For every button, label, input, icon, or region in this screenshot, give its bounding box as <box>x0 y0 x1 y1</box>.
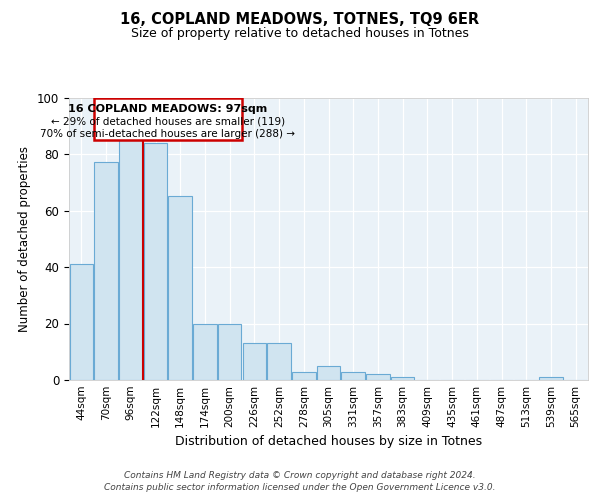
Bar <box>169 196 192 380</box>
Bar <box>218 324 241 380</box>
Text: 16 COPLAND MEADOWS: 97sqm: 16 COPLAND MEADOWS: 97sqm <box>68 104 268 114</box>
Text: 16, COPLAND MEADOWS, TOTNES, TQ9 6ER: 16, COPLAND MEADOWS, TOTNES, TQ9 6ER <box>121 12 479 28</box>
Y-axis label: Number of detached properties: Number of detached properties <box>19 146 31 332</box>
Bar <box>193 324 217 380</box>
Bar <box>366 374 389 380</box>
Text: 70% of semi-detached houses are larger (288) →: 70% of semi-detached houses are larger (… <box>40 129 295 139</box>
Bar <box>341 372 365 380</box>
Bar <box>119 140 143 380</box>
Bar <box>317 366 340 380</box>
Bar <box>144 142 167 380</box>
Bar <box>292 372 316 380</box>
Text: Size of property relative to detached houses in Totnes: Size of property relative to detached ho… <box>131 28 469 40</box>
Bar <box>94 162 118 380</box>
Bar <box>242 344 266 380</box>
Bar <box>70 264 93 380</box>
Bar <box>268 344 291 380</box>
Text: Contains HM Land Registry data © Crown copyright and database right 2024.
Contai: Contains HM Land Registry data © Crown c… <box>104 471 496 492</box>
Bar <box>539 377 563 380</box>
Bar <box>94 98 242 140</box>
Bar <box>391 377 415 380</box>
Text: ← 29% of detached houses are smaller (119): ← 29% of detached houses are smaller (11… <box>51 116 285 126</box>
X-axis label: Distribution of detached houses by size in Totnes: Distribution of detached houses by size … <box>175 436 482 448</box>
